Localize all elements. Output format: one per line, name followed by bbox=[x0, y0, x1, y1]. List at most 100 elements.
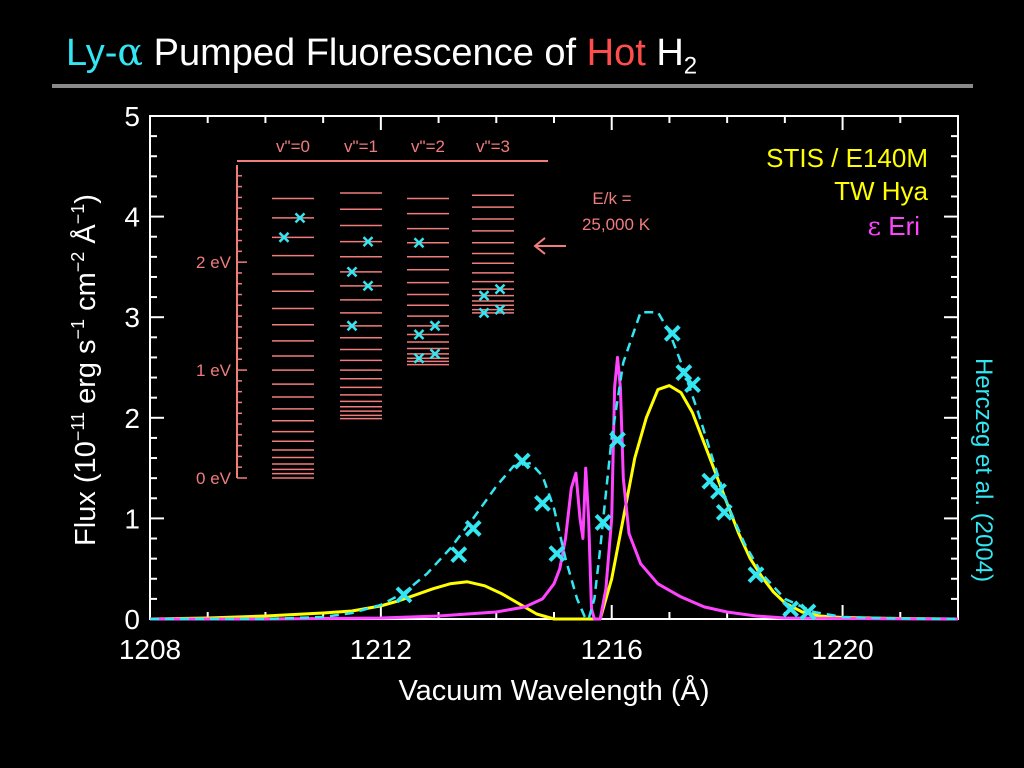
data-point-stroke bbox=[799, 603, 817, 621]
x-axis-label: Vacuum Wavelength (Å) bbox=[398, 674, 709, 707]
pumped-level-marker bbox=[413, 329, 425, 340]
data-point-stroke bbox=[450, 546, 468, 564]
pumped-level-marker bbox=[478, 290, 490, 301]
series-tw-hya-model-line bbox=[150, 310, 959, 621]
data-point bbox=[715, 503, 733, 521]
pumped-level-marker bbox=[413, 352, 425, 364]
marker-stroke bbox=[346, 266, 358, 278]
data-point-stroke bbox=[782, 600, 800, 618]
inset-column-label: v"=0 bbox=[276, 137, 310, 156]
y-tick-label: 2 bbox=[124, 403, 140, 434]
y-tick-label: 5 bbox=[124, 101, 140, 132]
data-point bbox=[609, 431, 626, 449]
marker-stroke bbox=[278, 231, 290, 243]
series-tw-hya-line bbox=[149, 384, 959, 621]
title-subscript: 2 bbox=[683, 52, 698, 80]
data-point bbox=[450, 546, 468, 564]
marker-stroke bbox=[478, 307, 490, 319]
pumped-level-marker bbox=[494, 304, 506, 316]
energy-level-inset: 0 eV 1 eV 2 eV v"=0 v"=1 v"=2 v"=3 bbox=[196, 137, 566, 488]
y-tick-label: 0 bbox=[124, 604, 140, 635]
data-point bbox=[710, 482, 727, 500]
y-tick-label: 3 bbox=[124, 302, 140, 333]
y-label-exp: −11 bbox=[68, 412, 88, 441]
marker-stroke bbox=[429, 348, 441, 360]
inset-annotation-line1: E/k = bbox=[592, 189, 631, 208]
chart-labels: Vacuum Wavelength (Å) Flux (10−11 erg s−… bbox=[68, 143, 997, 707]
marker-stroke bbox=[362, 236, 374, 248]
y-label-part: Å bbox=[69, 224, 102, 252]
legend-eps-eri: ε Eri bbox=[868, 211, 920, 242]
inset-tick-label: 0 eV bbox=[196, 469, 232, 488]
pumped-level-marker bbox=[278, 231, 290, 243]
y-label-part: cm bbox=[70, 272, 102, 319]
y-tick-label: 4 bbox=[124, 202, 140, 233]
data-point bbox=[548, 545, 566, 563]
data-point bbox=[799, 603, 817, 621]
title-part-lya: Ly- bbox=[66, 32, 118, 74]
marker-stroke bbox=[478, 290, 490, 301]
pumped-level-marker bbox=[362, 280, 374, 292]
inset-annotation-line2: 25,000 K bbox=[582, 215, 651, 234]
pumped-level-marker bbox=[362, 236, 374, 248]
pumped-level-marker bbox=[429, 348, 441, 360]
y-label-part: ) bbox=[70, 194, 102, 204]
x-tick-label: 1208 bbox=[119, 634, 181, 665]
title-alpha: α bbox=[117, 30, 144, 74]
inset-tick-label: 2 eV bbox=[196, 253, 232, 272]
data-point bbox=[663, 324, 681, 342]
data-point bbox=[513, 452, 531, 470]
x-tick-label: 1216 bbox=[581, 634, 643, 665]
legend-epsilon: ε bbox=[868, 212, 881, 242]
inset-column-label: v"=1 bbox=[344, 137, 378, 156]
x-tick-label: 1212 bbox=[350, 634, 412, 665]
data-point bbox=[395, 586, 413, 604]
data-point-stroke bbox=[513, 452, 531, 470]
main-plot: 1208 1212 1216 1220 0 1 2 3 4 5 bbox=[119, 101, 959, 665]
data-point-stroke bbox=[675, 364, 693, 381]
annotation-arrow-head bbox=[533, 237, 546, 255]
data-point-stroke bbox=[464, 520, 482, 537]
inset-column-label: v"=2 bbox=[411, 137, 445, 156]
data-point-stroke bbox=[684, 376, 701, 394]
y-tick-label: 1 bbox=[124, 503, 140, 534]
series--eri-line bbox=[150, 355, 959, 621]
marker-stroke bbox=[494, 304, 506, 316]
pumped-level-marker bbox=[478, 307, 490, 319]
data-point-stroke bbox=[594, 514, 612, 531]
title-part-h: H bbox=[645, 32, 684, 74]
data-point-stroke bbox=[395, 586, 413, 604]
y-label-exp: −2 bbox=[68, 252, 88, 273]
title-part-hot: Hot bbox=[586, 32, 646, 74]
page-title: Ly-α Pumped Fluorescence of Hot H2 bbox=[66, 30, 697, 81]
marker-stroke bbox=[346, 320, 358, 332]
pumped-level-marker bbox=[294, 212, 306, 224]
data-point-stroke bbox=[701, 472, 719, 490]
data-point bbox=[675, 364, 693, 381]
data-point bbox=[594, 514, 612, 531]
y-axis-label: Flux (10−11 erg s−1 cm−2 Å−1) bbox=[68, 194, 102, 546]
y-label-part: Flux (10 bbox=[70, 441, 102, 546]
data-point-stroke bbox=[715, 503, 733, 521]
marker-stroke bbox=[362, 280, 374, 292]
data-point-stroke bbox=[609, 431, 626, 449]
title-part-pumped: Pumped Fluorescence of bbox=[143, 32, 587, 74]
legend-tw-hya: TW Hya bbox=[834, 176, 928, 206]
inset-tick-label: 1 eV bbox=[196, 361, 232, 380]
y-label-exp: −1 bbox=[68, 319, 88, 340]
inset-column-label: v"=3 bbox=[476, 137, 510, 156]
marker-stroke bbox=[413, 237, 425, 249]
data-point bbox=[782, 600, 800, 618]
legend-instrument: STIS / E140M bbox=[766, 143, 928, 173]
x-tick-label: 1220 bbox=[811, 634, 873, 665]
data-point-stroke bbox=[534, 494, 551, 512]
credit-label: Herczeg et al. (2004) bbox=[970, 358, 997, 582]
marker-stroke bbox=[494, 283, 506, 295]
pumped-level-marker bbox=[494, 283, 506, 295]
marker-stroke bbox=[294, 212, 306, 224]
marker-stroke bbox=[413, 329, 425, 340]
data-point-stroke bbox=[548, 545, 566, 563]
pumped-level-marker bbox=[413, 237, 425, 249]
pumped-level-marker bbox=[429, 320, 441, 332]
